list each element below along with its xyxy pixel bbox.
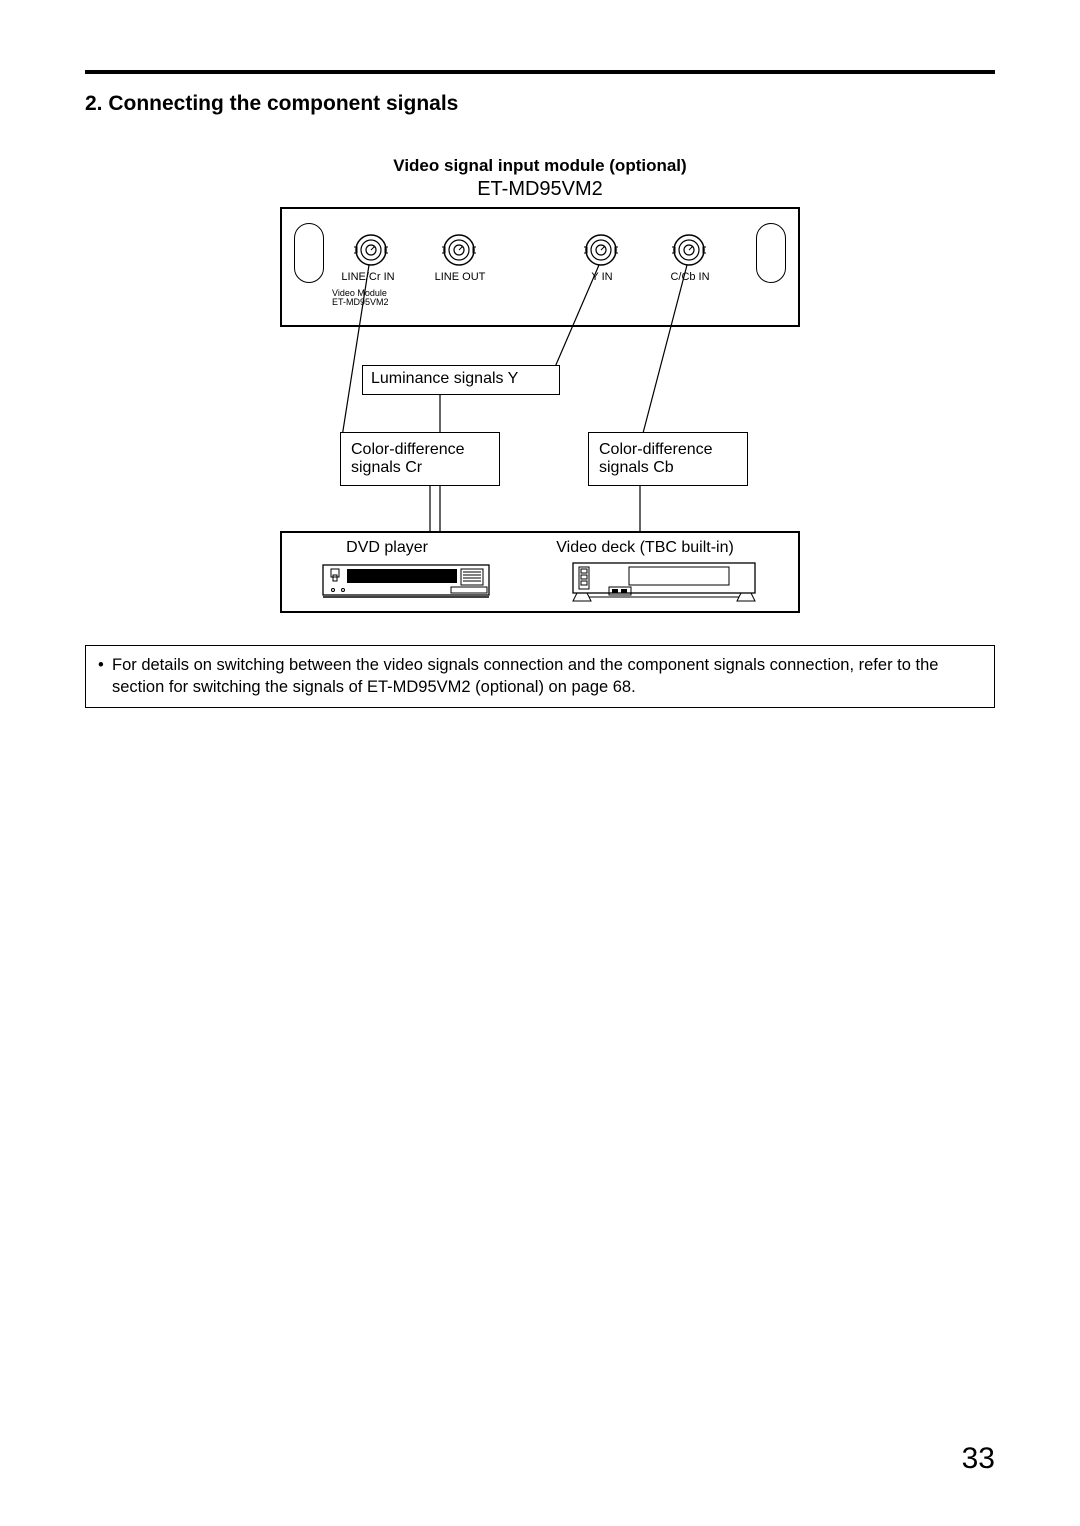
module-box: LINE/Cr IN LINE OUT Y IN C/Cb IN Video M… bbox=[280, 207, 800, 327]
dvd-player-icon bbox=[321, 563, 491, 601]
screw-right-icon bbox=[756, 223, 786, 283]
jack-label-4: C/Cb IN bbox=[650, 271, 730, 283]
diagram-wrap: Video signal input module (optional) ET-… bbox=[85, 156, 995, 607]
module-small-line2: ET-MD95VM2 bbox=[332, 297, 389, 307]
manual-page: 2. Connecting the component signals Vide… bbox=[0, 0, 1080, 1526]
section-title: 2. Connecting the component signals bbox=[85, 92, 995, 116]
cr-line2: signals Cr bbox=[351, 459, 422, 476]
deck-label: Video deck (TBC built-in) bbox=[556, 539, 734, 557]
video-deck-icon bbox=[569, 561, 759, 603]
luminance-label: Luminance signals Y bbox=[371, 370, 518, 387]
jack-y-in-icon bbox=[584, 233, 618, 267]
module-subtitle: Video signal input module (optional) bbox=[85, 156, 995, 176]
note-text: For details on switching between the vid… bbox=[112, 654, 982, 699]
cb-box: Color-difference signals Cb bbox=[588, 432, 748, 486]
connection-diagram: LINE/Cr IN LINE OUT Y IN C/Cb IN Video M… bbox=[280, 207, 800, 607]
jack-line-out-icon bbox=[442, 233, 476, 267]
top-rule bbox=[85, 70, 995, 74]
jack-label-1: LINE/Cr IN bbox=[328, 271, 408, 283]
jack-line-cr-in-icon bbox=[354, 233, 388, 267]
note-bullet: • bbox=[98, 654, 112, 699]
cr-box: Color-difference signals Cr bbox=[340, 432, 500, 486]
note-box: • For details on switching between the v… bbox=[85, 645, 995, 708]
dvd-label: DVD player bbox=[346, 539, 428, 557]
page-number: 33 bbox=[962, 1442, 995, 1476]
screw-left-icon bbox=[294, 223, 324, 283]
cb-line2: signals Cb bbox=[599, 459, 674, 476]
jack-c-cb-in-icon bbox=[672, 233, 706, 267]
module-small-label: Video Module ET-MD95VM2 bbox=[332, 289, 389, 308]
cr-line1: Color-difference bbox=[351, 441, 465, 458]
cb-line1: Color-difference bbox=[599, 441, 713, 458]
jack-label-2: LINE OUT bbox=[420, 271, 500, 283]
devices-box: DVD player Video deck (TBC built-in) bbox=[280, 531, 800, 613]
module-model: ET-MD95VM2 bbox=[85, 178, 995, 201]
jack-label-3: Y IN bbox=[562, 271, 642, 283]
luminance-box: Luminance signals Y bbox=[362, 365, 560, 395]
